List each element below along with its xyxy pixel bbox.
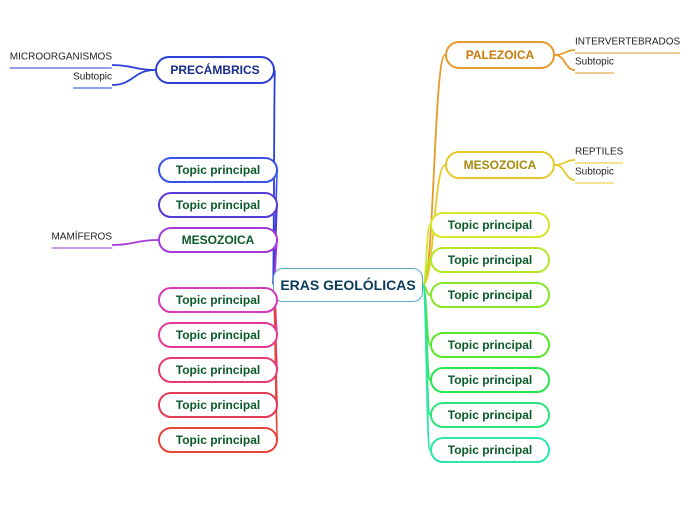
branch-tp_l4[interactable]: Topic principal (158, 322, 278, 348)
branch-tp_l5[interactable]: Topic principal (158, 357, 278, 383)
branch-tp_r3[interactable]: Topic principal (430, 282, 550, 308)
leaf-meso_right-1[interactable]: Subtopic (575, 167, 614, 184)
branch-meso_right[interactable]: MESOZOICA (445, 151, 555, 179)
leaf-precambrics-1[interactable]: Subtopic (73, 72, 112, 89)
leaf-meso_right-0[interactable]: REPTILES (575, 147, 623, 164)
branch-tp_r2[interactable]: Topic principal (430, 247, 550, 273)
branch-tp_r4[interactable]: Topic principal (430, 332, 550, 358)
branch-meso_left[interactable]: MESOZOICA (158, 227, 278, 253)
leaf-precambrics-0[interactable]: MICROORGANISMOS (10, 52, 112, 69)
branch-tp_l2[interactable]: Topic principal (158, 192, 278, 218)
branch-tp_l1[interactable]: Topic principal (158, 157, 278, 183)
leaf-meso_left-0[interactable]: MAMÍFEROS (51, 232, 112, 249)
center-node[interactable]: ERAS GEOLÓLICAS (273, 268, 423, 302)
branch-tp_r5[interactable]: Topic principal (430, 367, 550, 393)
branch-tp_l3[interactable]: Topic principal (158, 287, 278, 313)
branch-tp_r7[interactable]: Topic principal (430, 437, 550, 463)
branch-tp_r6[interactable]: Topic principal (430, 402, 550, 428)
leaf-palezoica-0[interactable]: INTERVERTEBRADOS (575, 37, 680, 54)
leaf-palezoica-1[interactable]: Subtopic (575, 57, 614, 74)
branch-tp_l7[interactable]: Topic principal (158, 427, 278, 453)
branch-precambrics[interactable]: PRECÁMBRICS (155, 56, 275, 84)
branch-tp_r1[interactable]: Topic principal (430, 212, 550, 238)
branch-tp_l6[interactable]: Topic principal (158, 392, 278, 418)
branch-palezoica[interactable]: PALEZOICA (445, 41, 555, 69)
